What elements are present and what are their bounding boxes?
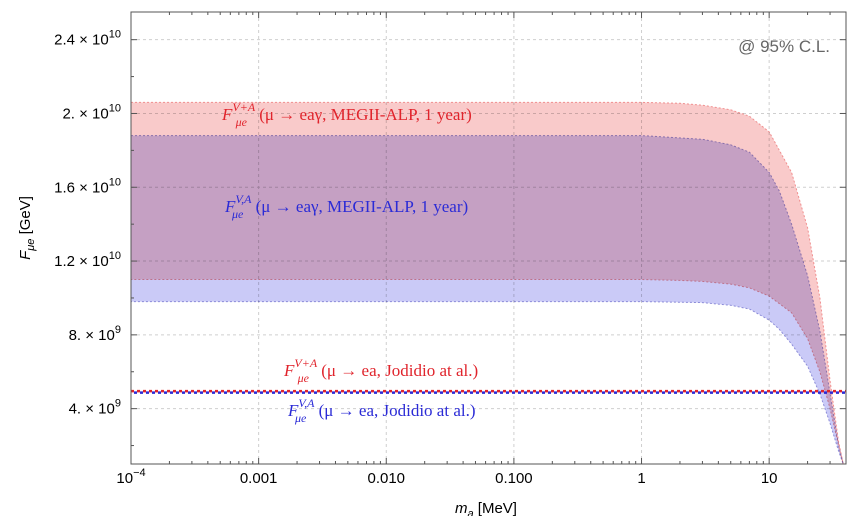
annotation-3: FV+A μe (μ → ea, Jodidio at al.) — [283, 356, 478, 385]
horizontal-limit-lines — [131, 389, 846, 394]
axis-ticks — [130, 12, 847, 464]
annotations: FV+A μe (μ → eaγ, MEGII-ALP, 1 year) FV,A μ… — [221, 100, 478, 425]
x-tick-label: 0.001 — [240, 470, 278, 487]
cl-note: @ 95% C.L. — [738, 37, 830, 56]
y-tick-label: 2. × 1010 — [62, 102, 121, 122]
y-axis-label: Fμe [GeV] — [17, 196, 37, 260]
annotation-1: FV+A μe (μ → eaγ, MEGII-ALP, 1 year) — [221, 100, 472, 129]
x-axis-label: ma [MeV] — [455, 500, 517, 516]
y-tick-label: 4. × 109 — [69, 398, 121, 418]
x-tick-label: 10−4 — [116, 467, 145, 487]
x-tick-label: 0.010 — [367, 470, 405, 487]
y-tick-label: 1.2 × 1010 — [54, 250, 121, 270]
y-tick-label: 8. × 109 — [69, 324, 121, 344]
svg-text:Fμe [GeV]: Fμe [GeV] — [17, 196, 37, 260]
plot-frame — [130, 11, 847, 465]
annotation-4: FV,A μe (μ → ea, Jodidio at al.) — [287, 396, 476, 425]
y-tick-label: 2.4 × 1010 — [54, 29, 121, 49]
annotation-2: FV,A μe (μ → eaγ, MEGII-ALP, 1 year) — [224, 192, 468, 221]
y-tick-label: 1.6 × 1010 — [54, 176, 121, 196]
x-tick-label: 0.100 — [495, 470, 533, 487]
exclusion-bands — [130, 101, 844, 465]
exclusion-band-2 — [130, 135, 844, 465]
x-tick-label: 10 — [761, 470, 778, 487]
svg-text:ma [MeV]: ma [MeV] — [455, 500, 517, 516]
x-tick-label: 1 — [637, 470, 645, 487]
x-tick-labels: 10−4 0.001 0.010 0.100 1 10 — [116, 467, 777, 487]
y-tick-labels: 4. × 109 8. × 109 1.2 × 1010 1.6 × 1010 2. ×… — [54, 29, 121, 418]
